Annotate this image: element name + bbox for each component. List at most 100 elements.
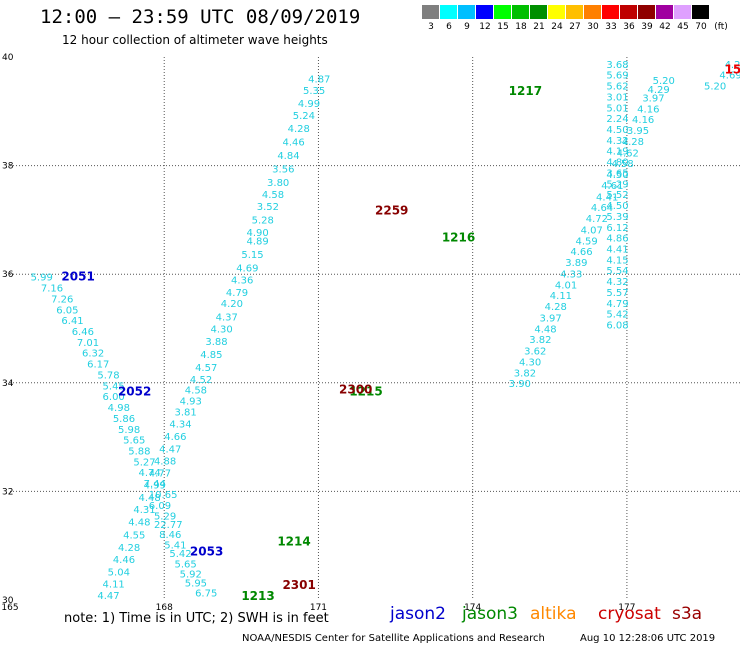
legend-label: 6 (446, 22, 452, 32)
data-point: 4.74 (139, 468, 161, 479)
data-point: 4.58 (611, 159, 633, 170)
data-point: 8.46 (159, 530, 181, 541)
data-point: 4.66 (570, 247, 592, 258)
legend-label: 15 (497, 22, 509, 32)
data-point: 4.55 (123, 531, 145, 542)
data-point: 5.45 (103, 381, 125, 392)
data-point: 5.86 (113, 414, 135, 425)
data-point: 5.28 (252, 216, 274, 227)
data-point: 4.84 (277, 151, 299, 162)
sat-legend-cryosat: cryosat (598, 604, 661, 624)
data-point: 4.99 (298, 99, 320, 110)
data-point: 5.29 (154, 512, 176, 523)
data-point: 3.89 (565, 258, 587, 269)
data-point: 4.87 (308, 75, 330, 86)
data-point: 4.16 (632, 115, 654, 126)
data-point: 4.30 (210, 324, 232, 335)
data-point: 7.26 (51, 294, 73, 305)
data-point: 5.65 (175, 559, 197, 570)
data-point: 5.20 (704, 82, 726, 93)
data-point: 4.69 (236, 263, 258, 274)
legend-swatch (620, 5, 637, 19)
data-point: 4.61 (601, 181, 623, 192)
x-tick-label: 174 (464, 603, 481, 613)
footer-note: note: 1) Time is in UTC; 2) SWH is in fe… (64, 611, 329, 626)
data-point: 4.46 (113, 555, 135, 566)
data-point: 5.20 (653, 76, 675, 87)
data-point: 5.42 (606, 310, 628, 321)
data-point: 4.20 (221, 299, 243, 310)
data-point: 5.92 (180, 570, 202, 581)
track-label: 2259 (375, 203, 408, 217)
legend-label: 36 (623, 22, 635, 32)
data-point: 5.95 (185, 578, 207, 589)
x-tick-label: 168 (156, 603, 173, 613)
y-tick-label: 38 (2, 162, 14, 172)
legend-label: 70 (695, 22, 707, 32)
data-point: 4.88 (154, 456, 176, 467)
data-point: 4.50 (606, 125, 628, 136)
data-point: 7.01 (77, 338, 99, 349)
track-label: 1216 (442, 231, 475, 245)
y-tick-label: 34 (2, 379, 14, 389)
x-tick-label: 165 (1, 603, 18, 613)
sat-legend-jason3: jason3 (462, 604, 518, 624)
data-point: 3.97 (540, 313, 562, 324)
track-label: 1217 (509, 84, 542, 98)
data-point: 4.11 (103, 580, 125, 591)
legend-swatch (638, 5, 655, 19)
track-label: 1213 (241, 589, 274, 603)
legend-label: 24 (551, 22, 563, 32)
data-point: 5.27 (133, 457, 155, 468)
data-point: 4.89 (246, 236, 268, 247)
data-point: 4.31 (133, 505, 155, 516)
data-point: 3.82 (529, 335, 551, 346)
data-point: 6.17 (87, 360, 109, 371)
sat-legend-altika: altika (530, 604, 577, 624)
sat-legend-jason2: jason2 (390, 604, 446, 624)
data-point: 4.30 (519, 357, 541, 368)
legend-swatch (476, 5, 493, 19)
legend-label: 9 (464, 22, 470, 32)
track-label: 2051 (61, 270, 94, 284)
data-point: 3.56 (272, 165, 294, 176)
data-point: 6.08 (606, 321, 628, 332)
legend-unit: (ft) (714, 22, 728, 32)
track-label: 2052 (118, 384, 151, 398)
legend-label: 45 (677, 22, 689, 32)
data-point: 4.47 (159, 444, 181, 455)
data-point: 3.68 (606, 60, 628, 71)
legend-label: 42 (659, 22, 671, 32)
data-point: 4.57 (195, 363, 217, 374)
data-point: 5.29 (606, 179, 628, 190)
data-point: 4.32 (606, 277, 628, 288)
legend-label: 33 (605, 22, 617, 32)
legend-swatch (548, 5, 565, 19)
data-point: 5.65 (123, 436, 145, 447)
track-label: 2301 (282, 578, 315, 592)
legend-swatch (584, 5, 601, 19)
data-point: 4.41 (606, 244, 628, 255)
data-point: 4.58 (185, 386, 207, 397)
legend-swatch (494, 5, 511, 19)
data-point: 5.24 (293, 111, 315, 122)
data-point: 4.85 (200, 350, 222, 361)
data-point: 4.79 (226, 288, 248, 299)
data-point: 4.41 (596, 192, 618, 203)
legend-label: 21 (533, 22, 545, 32)
data-point: 4.28 (288, 124, 310, 135)
data-point: 4.01 (555, 280, 577, 291)
data-point: 5.35 (303, 86, 325, 97)
data-point: 5.69 (606, 71, 628, 82)
data-point: 5.01 (606, 103, 628, 114)
data-point: 5.62 (606, 82, 628, 93)
legend-label: 12 (479, 22, 491, 32)
data-point: 4.59 (575, 236, 597, 247)
track-label: 1214 (277, 535, 310, 549)
legend-label: 30 (587, 22, 599, 32)
data-point: 4.36 (231, 275, 253, 286)
data-point: 4.16 (637, 104, 659, 115)
data-point: 6.09 (149, 501, 171, 512)
y-tick-label: 36 (2, 270, 14, 280)
